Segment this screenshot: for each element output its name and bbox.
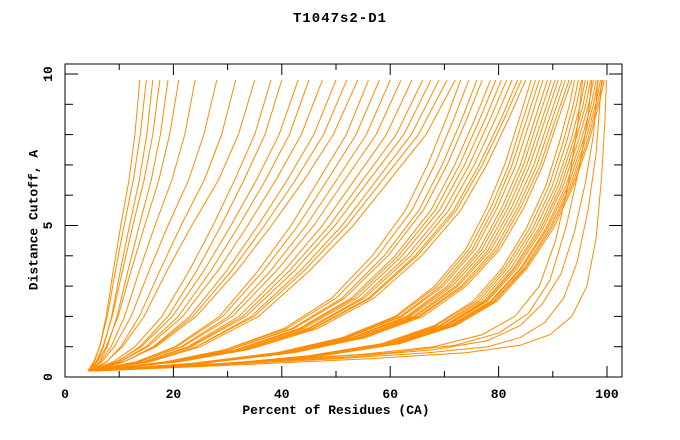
x-axis-label: Percent of Residues (CA) — [242, 403, 430, 418]
plot-frame — [64, 63, 623, 378]
y-tick-label: 5 — [41, 221, 56, 229]
model-curve — [89, 79, 380, 372]
x-tick-label: 40 — [274, 387, 290, 402]
model-curve — [94, 80, 593, 372]
model-curve — [88, 79, 359, 372]
model-curve — [92, 79, 573, 372]
model-curve — [87, 80, 180, 372]
model-curve — [88, 79, 483, 372]
model-curve — [90, 79, 456, 372]
plot-title: T1047s2-D1 — [292, 11, 387, 27]
x-tick-label: 100 — [595, 387, 619, 402]
plot-frame-and-ticks — [64, 63, 623, 378]
model-curve — [91, 80, 169, 372]
x-tick-label: 20 — [166, 387, 182, 402]
model-curve — [92, 79, 369, 372]
model-curve — [88, 79, 432, 372]
model-curve — [87, 80, 147, 372]
model-curve — [97, 80, 599, 370]
model-curve — [90, 80, 154, 372]
model-curve — [89, 79, 563, 372]
model-curve — [97, 80, 607, 372]
model-curve — [92, 79, 527, 372]
model-curve — [88, 79, 522, 372]
x-tick-label: 0 — [61, 387, 69, 402]
model-curve — [88, 79, 218, 372]
model-curve — [89, 79, 323, 372]
model-curve — [88, 79, 502, 372]
y-tick-label: 10 — [41, 66, 56, 82]
model-curves — [87, 79, 607, 372]
model-curve — [89, 79, 256, 372]
model-curve — [88, 79, 402, 372]
tick-labels: 0 20 40 60 80 100 0 5 10 — [41, 66, 619, 402]
model-curve — [89, 79, 272, 372]
x-tick-label: 60 — [382, 387, 398, 402]
y-tick-label: 0 — [41, 373, 56, 381]
model-curve — [89, 79, 348, 372]
model-curve — [92, 79, 413, 372]
model-curve — [88, 80, 161, 372]
model-curve — [92, 79, 605, 372]
model-curve — [90, 80, 601, 372]
y-axis-label: Distance Cutoff, A — [26, 149, 42, 291]
model-curve — [89, 79, 448, 372]
model-curve — [88, 79, 299, 372]
model-curve — [89, 79, 470, 372]
model-curve — [92, 79, 462, 372]
x-tick-label: 80 — [491, 387, 507, 402]
model-curve — [94, 80, 603, 372]
model-curve — [89, 80, 196, 372]
